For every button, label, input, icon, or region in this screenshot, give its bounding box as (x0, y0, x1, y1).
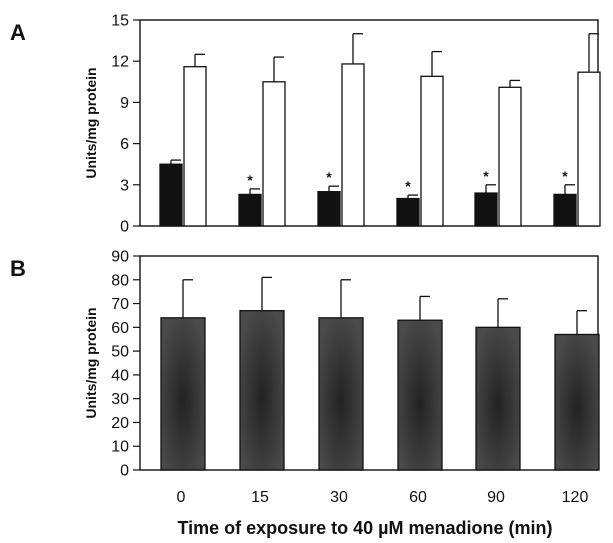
y-tick-label: 90 (111, 249, 129, 266)
panel-b-y-axis: 0 10 20 30 40 50 60 70 80 90 (111, 249, 140, 480)
y-tick-label: 12 (111, 54, 129, 71)
bar (238, 193, 262, 227)
y-tick-label: 20 (111, 415, 129, 432)
y-tick-label: 15 (111, 13, 129, 30)
panel-b: B Units/mg protein 0 10 20 30 40 50 60 70 80 90 0… (10, 249, 600, 538)
panel-a-plot-frame (139, 19, 599, 227)
panel-a-label: A (10, 20, 26, 45)
y-tick-label: 0 (120, 219, 129, 236)
significance-marker: * (483, 168, 489, 184)
y-tick-label: 60 (111, 320, 129, 337)
significance-marker: * (326, 169, 332, 185)
panel-b-bars (160, 276, 600, 471)
y-tick-label: 10 (111, 439, 129, 456)
bar (160, 317, 206, 471)
x-tick-label: 30 (330, 489, 348, 506)
bar (577, 71, 601, 227)
bar (474, 192, 498, 227)
bar (475, 326, 521, 471)
y-tick-label: 0 (120, 463, 129, 480)
bar (317, 191, 341, 227)
bar (553, 193, 577, 227)
bar (554, 333, 600, 471)
panel-b-label: B (10, 256, 26, 281)
y-tick-label: 40 (111, 367, 129, 384)
panel-a: A Units/mg protein 0 3 6 9 12 15 * * * * * (10, 13, 601, 236)
x-tick-label: 60 (409, 489, 427, 506)
y-tick-label: 80 (111, 272, 129, 289)
panel-b-y-axis-title: Units/mg protein (83, 307, 99, 418)
x-axis-title: Time of exposure to 40 µM menadione (min… (177, 518, 552, 538)
bar (397, 319, 443, 471)
panel-b-plot-frame (139, 255, 599, 471)
y-tick-label: 30 (111, 391, 129, 408)
x-tick-label: 90 (487, 489, 505, 506)
bar (396, 197, 420, 227)
panel-b-x-axis: 0 15 30 60 90 120 (177, 489, 589, 506)
x-tick-label: 0 (177, 489, 186, 506)
bar (239, 310, 285, 471)
bar (498, 86, 522, 227)
significance-marker: * (247, 172, 253, 188)
y-tick-label: 50 (111, 344, 129, 361)
y-tick-label: 6 (120, 136, 129, 153)
panel-a-y-axis-title: Units/mg protein (83, 67, 99, 178)
y-tick-label: 3 (120, 177, 129, 194)
bar (420, 75, 444, 227)
bar (341, 63, 365, 227)
panel-a-y-axis: 0 3 6 9 12 15 (111, 13, 140, 236)
y-tick-label: 9 (120, 95, 129, 112)
bar (262, 81, 286, 227)
significance-marker: * (562, 168, 568, 184)
bar (183, 66, 207, 227)
bar (159, 163, 183, 227)
significance-marker: * (405, 178, 411, 194)
x-tick-label: 15 (251, 489, 269, 506)
bar (318, 317, 364, 471)
y-tick-label: 70 (111, 296, 129, 313)
x-tick-label: 120 (562, 489, 589, 506)
panel-a-bars: * * * * * (159, 33, 601, 227)
